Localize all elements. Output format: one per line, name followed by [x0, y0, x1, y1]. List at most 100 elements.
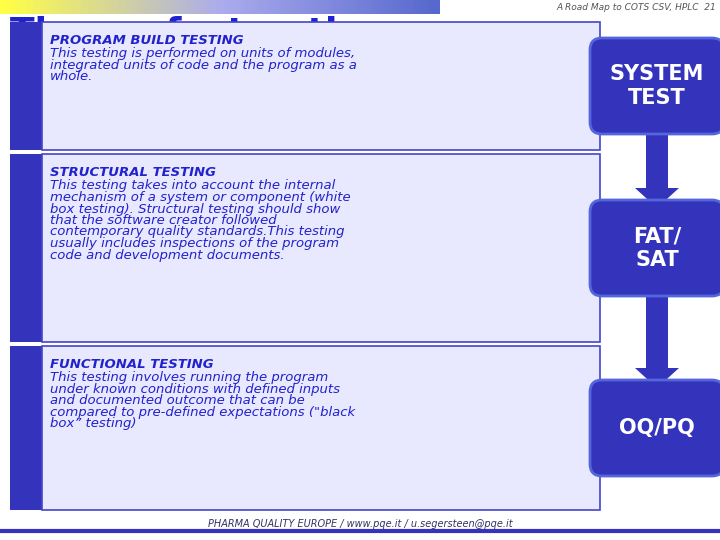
Polygon shape [128, 0, 132, 14]
Polygon shape [436, 0, 440, 14]
Polygon shape [426, 0, 429, 14]
Polygon shape [70, 0, 73, 14]
Polygon shape [26, 0, 30, 14]
Polygon shape [165, 0, 168, 14]
Polygon shape [114, 0, 117, 14]
Text: and documented outcome that can be: and documented outcome that can be [50, 395, 305, 408]
Polygon shape [249, 0, 253, 14]
Polygon shape [33, 0, 37, 14]
Polygon shape [389, 0, 392, 14]
Text: OQ/PQ: OQ/PQ [619, 418, 695, 438]
Polygon shape [194, 0, 198, 14]
FancyBboxPatch shape [42, 22, 600, 150]
Polygon shape [323, 0, 326, 14]
Polygon shape [315, 0, 319, 14]
Polygon shape [88, 0, 91, 14]
Polygon shape [635, 188, 679, 208]
Polygon shape [635, 368, 679, 388]
Polygon shape [392, 0, 396, 14]
Polygon shape [202, 0, 205, 14]
Polygon shape [161, 0, 165, 14]
Text: code and development documents.: code and development documents. [50, 248, 284, 261]
Polygon shape [333, 0, 338, 14]
Polygon shape [51, 0, 55, 14]
Polygon shape [338, 0, 341, 14]
Polygon shape [44, 0, 48, 14]
Polygon shape [140, 0, 143, 14]
Polygon shape [143, 0, 147, 14]
FancyBboxPatch shape [590, 38, 720, 134]
Polygon shape [422, 0, 426, 14]
Text: FAT/
SAT: FAT/ SAT [633, 226, 681, 269]
Polygon shape [330, 0, 333, 14]
Polygon shape [95, 0, 99, 14]
Polygon shape [205, 0, 209, 14]
Polygon shape [103, 0, 107, 14]
Polygon shape [55, 0, 58, 14]
Polygon shape [275, 0, 279, 14]
Text: contemporary quality standards.This testing: contemporary quality standards.This test… [50, 226, 344, 239]
Polygon shape [356, 0, 359, 14]
Polygon shape [121, 0, 125, 14]
Polygon shape [99, 0, 103, 14]
Polygon shape [407, 0, 410, 14]
Text: compared to pre-defined expectations ("black: compared to pre-defined expectations ("b… [50, 406, 355, 419]
Polygon shape [312, 0, 315, 14]
Polygon shape [125, 0, 128, 14]
Polygon shape [40, 0, 44, 14]
Polygon shape [209, 0, 212, 14]
Polygon shape [297, 0, 301, 14]
Text: The perfect path .....: The perfect path ..... [10, 16, 431, 50]
Polygon shape [396, 0, 400, 14]
Polygon shape [268, 0, 271, 14]
Polygon shape [301, 0, 305, 14]
Polygon shape [286, 0, 289, 14]
FancyBboxPatch shape [42, 346, 600, 510]
Polygon shape [0, 0, 4, 14]
Polygon shape [110, 0, 114, 14]
Polygon shape [22, 0, 26, 14]
Polygon shape [176, 0, 180, 14]
Polygon shape [14, 0, 18, 14]
FancyBboxPatch shape [10, 22, 42, 150]
Polygon shape [84, 0, 88, 14]
Text: whole.: whole. [50, 71, 94, 84]
Polygon shape [400, 0, 403, 14]
Text: mechanism of a system or component (white: mechanism of a system or component (whit… [50, 191, 351, 204]
Polygon shape [154, 0, 158, 14]
Polygon shape [253, 0, 256, 14]
Polygon shape [403, 0, 407, 14]
Polygon shape [410, 0, 414, 14]
Text: under known conditions with defined inputs: under known conditions with defined inpu… [50, 383, 340, 396]
FancyBboxPatch shape [590, 380, 720, 476]
Text: SYSTEM
TEST: SYSTEM TEST [610, 64, 704, 107]
FancyBboxPatch shape [646, 126, 668, 188]
Polygon shape [184, 0, 187, 14]
Text: A Road Map to COTS CSV, HPLC  21: A Road Map to COTS CSV, HPLC 21 [557, 3, 716, 12]
Polygon shape [81, 0, 84, 14]
Polygon shape [107, 0, 110, 14]
Polygon shape [150, 0, 154, 14]
Polygon shape [168, 0, 172, 14]
Polygon shape [308, 0, 312, 14]
Polygon shape [345, 0, 348, 14]
Polygon shape [147, 0, 150, 14]
Polygon shape [341, 0, 345, 14]
Polygon shape [66, 0, 70, 14]
Polygon shape [58, 0, 63, 14]
Polygon shape [305, 0, 308, 14]
Text: This testing involves running the program: This testing involves running the progra… [50, 372, 328, 384]
FancyBboxPatch shape [646, 288, 668, 368]
Polygon shape [135, 0, 140, 14]
Text: This testing takes into account the internal: This testing takes into account the inte… [50, 179, 336, 192]
Polygon shape [271, 0, 275, 14]
Polygon shape [4, 0, 7, 14]
FancyBboxPatch shape [42, 154, 600, 342]
Polygon shape [77, 0, 81, 14]
Polygon shape [216, 0, 220, 14]
Polygon shape [117, 0, 121, 14]
Polygon shape [48, 0, 51, 14]
Polygon shape [352, 0, 356, 14]
Polygon shape [235, 0, 238, 14]
Polygon shape [73, 0, 77, 14]
